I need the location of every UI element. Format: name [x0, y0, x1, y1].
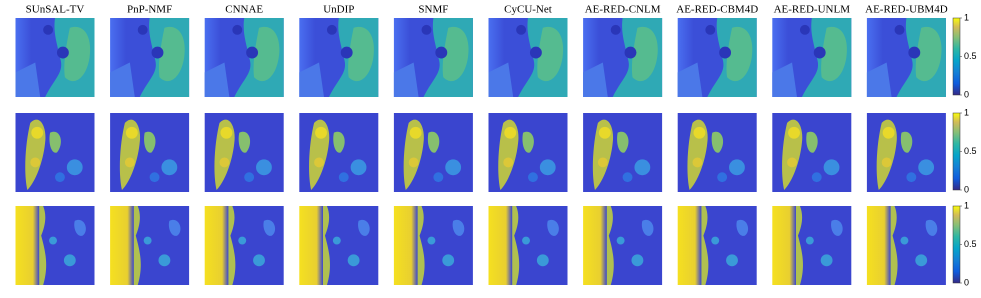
abundance-map: [393, 113, 473, 192]
colorbar: [952, 112, 961, 191]
abundance-map: [299, 18, 379, 97]
column-title: AE-RED-CNLM: [585, 4, 661, 16]
abundance-map: [204, 113, 284, 192]
column-title: CyCU-Net: [504, 4, 552, 16]
colorbar-tick-label: 0: [964, 277, 969, 287]
abundance-map: [299, 206, 379, 285]
column-title: UnDIP: [323, 4, 354, 16]
abundance-map: [677, 206, 757, 285]
colorbar-tick-label: 0: [964, 184, 969, 194]
colorbar: [952, 17, 961, 96]
column-title: AE-RED-CBM4D: [676, 4, 758, 16]
abundance-map: [204, 206, 284, 285]
colorbar-tick-label: 1: [964, 12, 969, 22]
column-title: SNMF: [418, 4, 448, 16]
colorbar-tick-label: 0.5: [964, 51, 977, 61]
abundance-map: [204, 18, 284, 97]
abundance-map: [866, 113, 946, 192]
colorbar-tick-label: 0: [964, 89, 969, 99]
abundance-map: [393, 18, 473, 97]
abundance-map: [15, 206, 95, 285]
abundance-map: [110, 113, 190, 192]
abundance-map: [15, 18, 95, 97]
column-title: AE-RED-UBM4D: [865, 4, 948, 16]
colorbar-tick-label: 0.5: [964, 239, 977, 249]
abundance-map: [866, 206, 946, 285]
abundance-map: [488, 18, 568, 97]
abundance-map: [866, 18, 946, 97]
abundance-map: [583, 18, 663, 97]
colorbar-tick-label: 1: [964, 107, 969, 117]
column-title: CNNAE: [225, 4, 263, 16]
abundance-map: [772, 113, 852, 192]
abundance-map: [15, 113, 95, 192]
abundance-map: [110, 18, 190, 97]
colorbar-tick-label: 1: [964, 200, 969, 210]
colorbar: [952, 205, 961, 284]
column-title: AE-RED-UNLM: [774, 4, 851, 16]
abundance-map: [488, 206, 568, 285]
column-title: SUnSAL-TV: [26, 4, 85, 16]
colorbar-tick-label: 0.5: [964, 146, 977, 156]
abundance-map: [488, 113, 568, 192]
abundance-map: [583, 113, 663, 192]
abundance-map: [772, 206, 852, 285]
abundance-map: [677, 18, 757, 97]
abundance-map: [393, 206, 473, 285]
abundance-map: [677, 113, 757, 192]
abundance-map: [299, 113, 379, 192]
abundance-map: [772, 18, 852, 97]
abundance-map: [110, 206, 190, 285]
column-title: PnP-NMF: [127, 4, 172, 16]
abundance-map: [583, 206, 663, 285]
